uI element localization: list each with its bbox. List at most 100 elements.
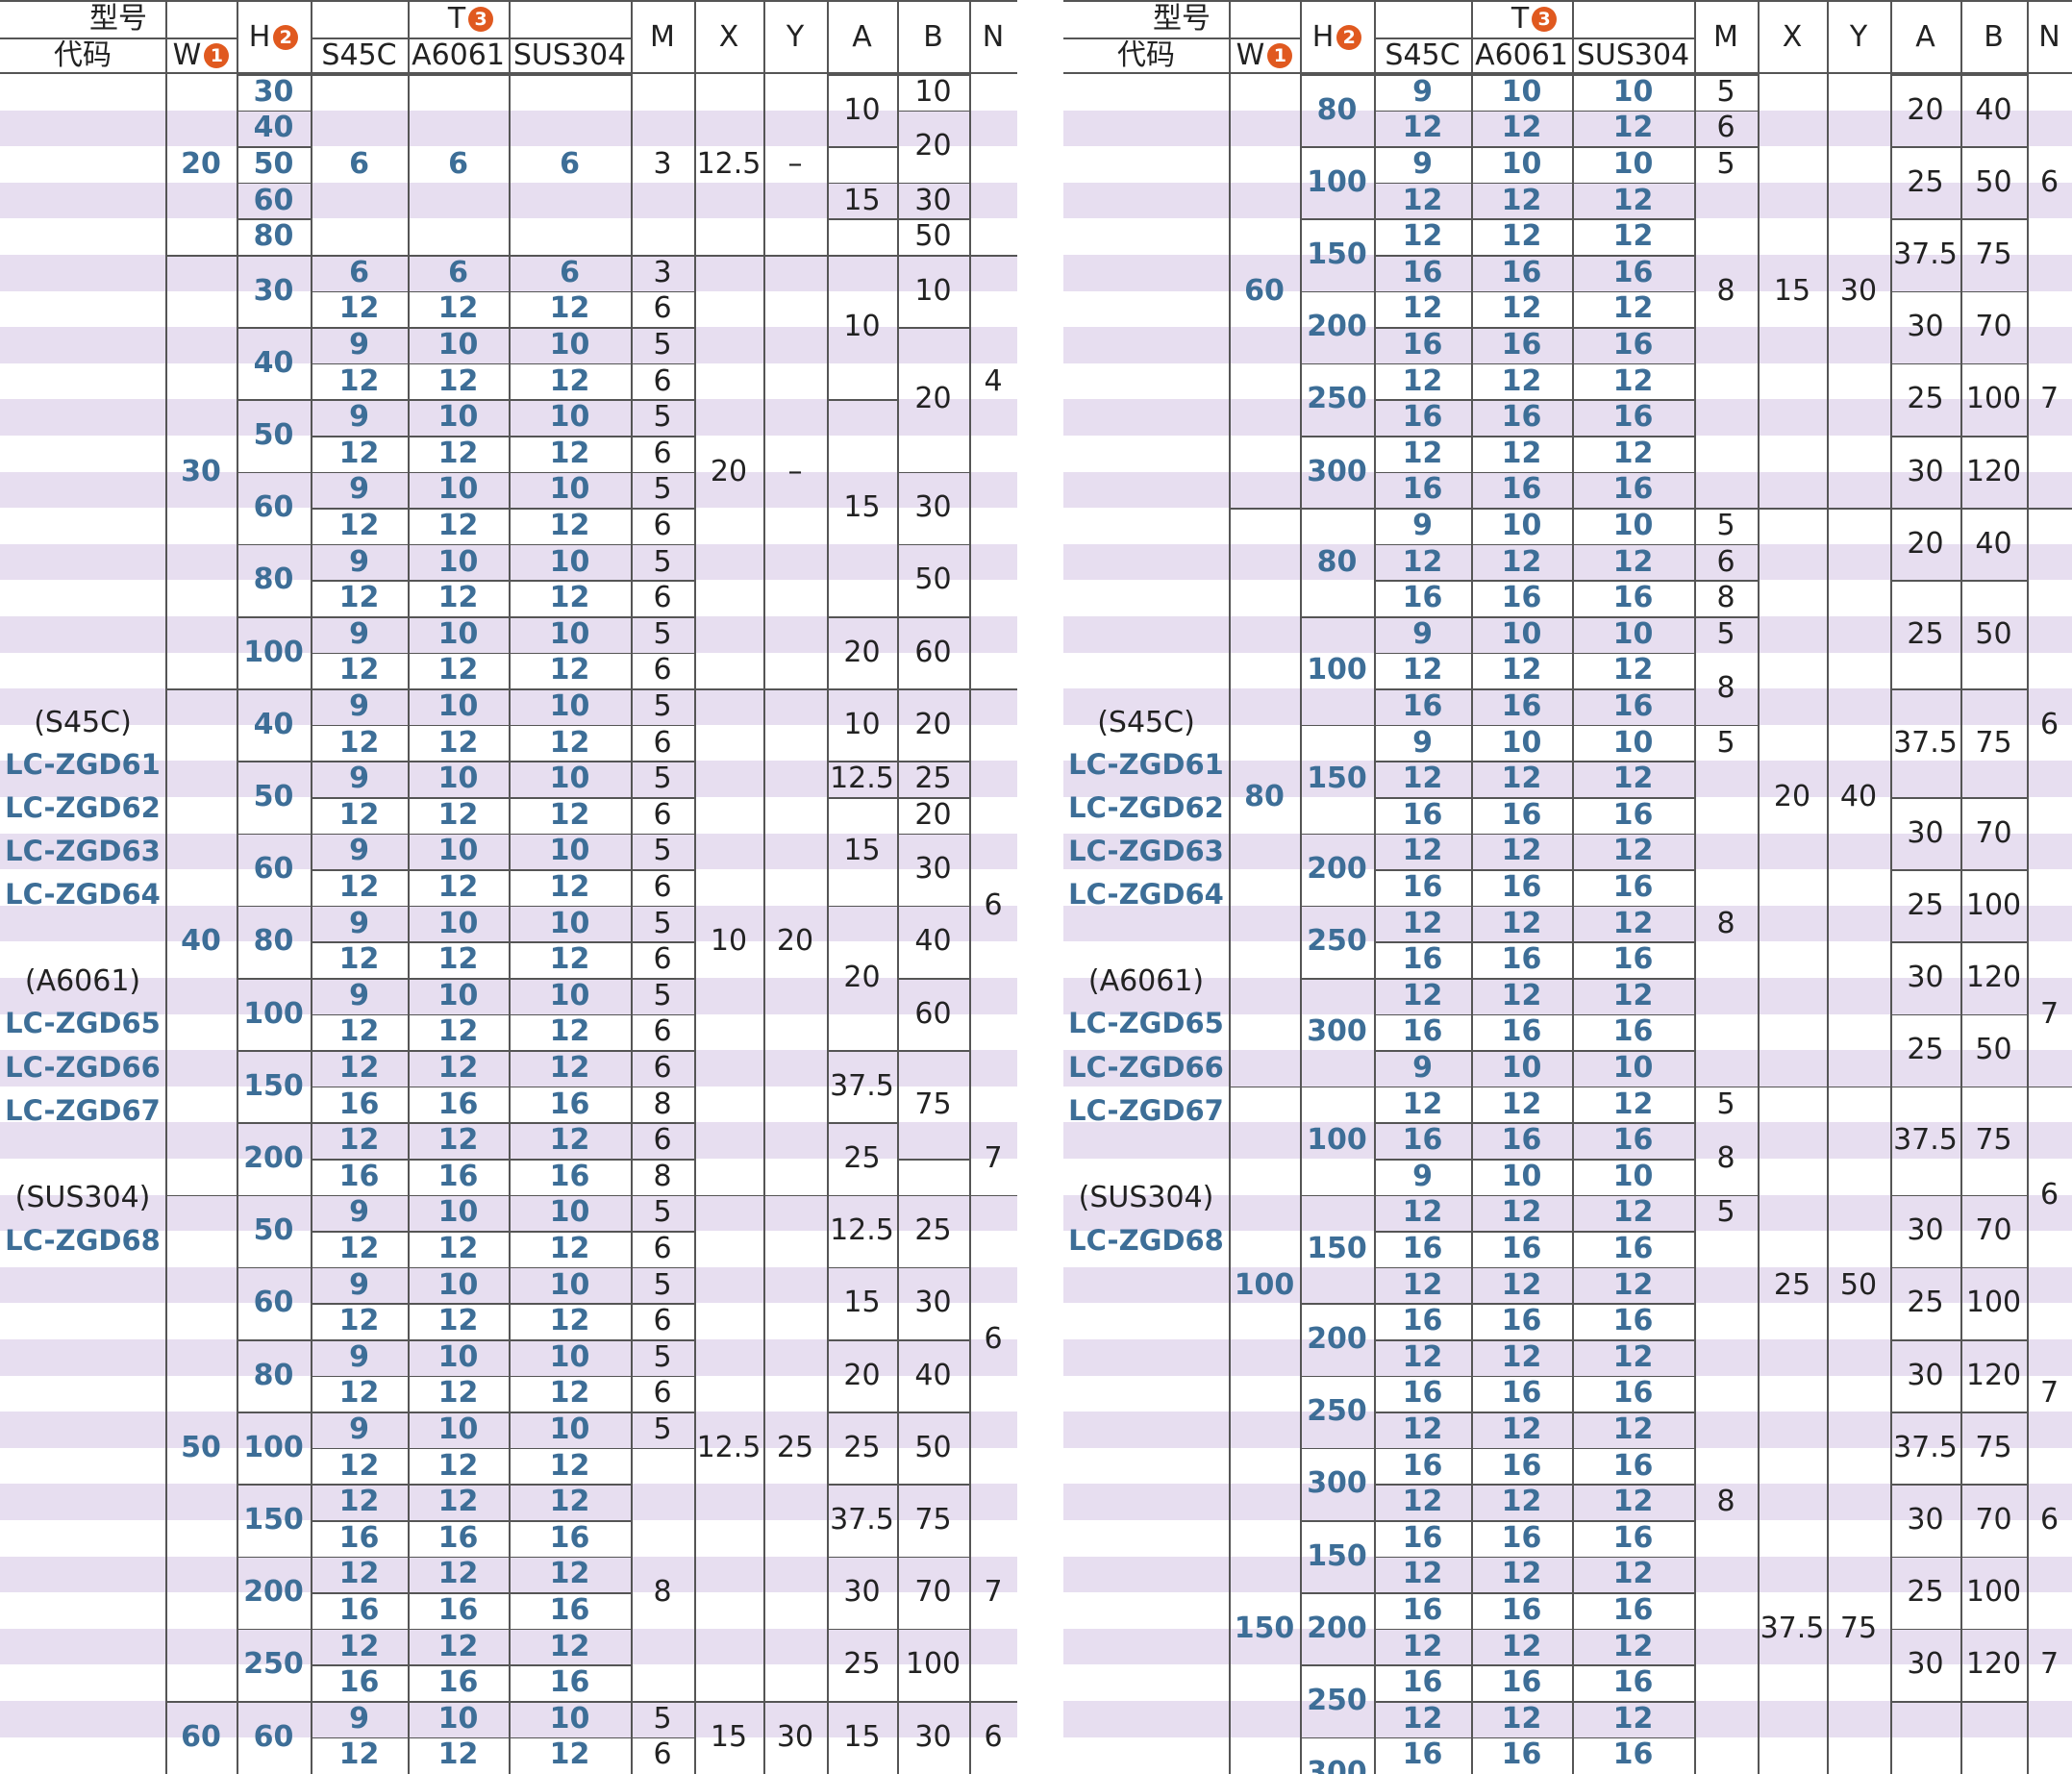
cell-rule bbox=[1374, 110, 1694, 112]
a-value: 25 bbox=[1907, 1033, 1944, 1067]
h-value: 300 bbox=[1307, 1014, 1367, 1049]
cell-rule bbox=[897, 616, 969, 618]
t-a6061-value: 12 bbox=[1501, 834, 1542, 868]
m-value: 6 bbox=[653, 363, 672, 398]
a-value: 12.5 bbox=[830, 762, 894, 796]
cell-rule bbox=[311, 1520, 631, 1522]
cell-rule bbox=[1300, 436, 1374, 437]
cell-rule bbox=[311, 1628, 631, 1631]
t-sus304-value: 12 bbox=[549, 1304, 590, 1338]
h-value: 200 bbox=[243, 1575, 304, 1610]
b-value: 25 bbox=[914, 1213, 952, 1248]
t-sus304-value: 12 bbox=[1612, 978, 1654, 1012]
cell-rule bbox=[1890, 436, 1960, 437]
m-value: 8 bbox=[1716, 906, 1735, 940]
b-value: 20 bbox=[914, 707, 952, 741]
header-h-text: H bbox=[248, 19, 271, 54]
cell-rule bbox=[237, 1122, 311, 1124]
cell-rule bbox=[311, 1122, 631, 1124]
cell-rule bbox=[1374, 978, 1694, 980]
h-value: 30 bbox=[253, 74, 294, 109]
t-sus304-value: 10 bbox=[549, 1701, 590, 1736]
b-value: 50 bbox=[1975, 1033, 2012, 1067]
t-s45c-value: 9 bbox=[349, 834, 369, 868]
a-value: 25 bbox=[843, 1140, 881, 1175]
t-a6061-value: 10 bbox=[1501, 725, 1542, 760]
a-value: 30 bbox=[1907, 1213, 1944, 1248]
h-value: 150 bbox=[243, 1068, 304, 1103]
t-a6061-value: 16 bbox=[437, 1592, 479, 1627]
cell-rule bbox=[311, 1412, 631, 1413]
h-value: 200 bbox=[1307, 1321, 1367, 1356]
a-value: 25 bbox=[1907, 887, 1944, 922]
cell-rule bbox=[311, 652, 631, 655]
cell-rule bbox=[1960, 74, 2027, 76]
header-t-s45c: S45C bbox=[311, 37, 408, 74]
t-sus304-value: 16 bbox=[549, 1520, 590, 1555]
row-stripe bbox=[1063, 1122, 2072, 1159]
t-s45c-value: 12 bbox=[338, 942, 380, 977]
model-code-label: LC-ZGD66 bbox=[5, 1051, 161, 1084]
cell-rule bbox=[1694, 1194, 1758, 1197]
m-value: 8 bbox=[1716, 671, 1735, 706]
column-rule bbox=[1758, 0, 1760, 1774]
header-code: 代码 bbox=[0, 37, 165, 74]
cell-rule bbox=[827, 1556, 897, 1559]
t-a6061-value: 6 bbox=[448, 255, 468, 289]
a-value bbox=[827, 146, 897, 183]
cell-rule bbox=[237, 1412, 311, 1413]
cell-rule bbox=[631, 399, 694, 401]
t-a6061-value: 12 bbox=[437, 581, 479, 615]
column-rule bbox=[1960, 0, 1962, 1774]
cell-rule bbox=[1960, 1701, 2027, 1703]
b-value: 70 bbox=[1975, 1213, 2012, 1248]
t-s45c-value: 12 bbox=[338, 581, 380, 615]
t-s45c-value: 16 bbox=[1402, 1520, 1443, 1555]
header-a: A bbox=[1890, 0, 1960, 74]
row-stripe bbox=[1063, 688, 2072, 725]
header-n-text: N bbox=[2038, 19, 2060, 54]
t-s45c-value: 16 bbox=[338, 1087, 380, 1121]
row-stripe bbox=[1063, 1556, 2072, 1593]
cell-rule bbox=[1890, 290, 1960, 293]
t-s45c-value: 16 bbox=[1402, 472, 1443, 507]
header-n: N bbox=[969, 0, 1017, 74]
y-value: 30 bbox=[776, 1719, 814, 1754]
t-s45c-value: 9 bbox=[349, 472, 369, 507]
cell-rule bbox=[311, 616, 631, 618]
b-value: 50 bbox=[1975, 616, 2012, 651]
cell-rule bbox=[1374, 471, 1694, 474]
cell-rule bbox=[311, 327, 631, 329]
cell-rule bbox=[1374, 1701, 1694, 1703]
header-x: X bbox=[1758, 0, 1827, 74]
column-rule bbox=[1890, 0, 1892, 1774]
b-value: 50 bbox=[914, 219, 952, 254]
cell-rule bbox=[1890, 1701, 1960, 1703]
w-value: 60 bbox=[1244, 273, 1285, 308]
cell-rule bbox=[1300, 905, 1374, 908]
header-mid-rule bbox=[1374, 37, 1694, 39]
model-code-label: (SUS304) bbox=[1078, 1181, 1214, 1214]
t-sus304-value: 16 bbox=[549, 1665, 590, 1700]
cell-rule bbox=[631, 1412, 694, 1413]
header-w-text: W bbox=[1236, 38, 1265, 72]
t-a6061-value: 10 bbox=[437, 906, 479, 940]
t-sus304-value: 10 bbox=[1612, 1159, 1654, 1193]
t-s45c-value: 12 bbox=[1402, 1087, 1443, 1121]
t-a6061-value: 6 bbox=[448, 147, 468, 181]
header-m-text: M bbox=[1713, 19, 1738, 54]
m-value: 5 bbox=[653, 327, 672, 362]
a-value: 30 bbox=[1907, 1358, 1944, 1392]
cell-rule bbox=[1374, 146, 1694, 148]
cell-rule bbox=[631, 362, 694, 365]
a-value: 37.5 bbox=[830, 1502, 894, 1537]
cell-rule bbox=[631, 471, 694, 474]
t-a6061-value: 12 bbox=[1501, 1701, 1542, 1736]
cell-rule bbox=[1694, 146, 1758, 148]
n-value: 7 bbox=[2039, 1647, 2060, 1682]
m-value: 6 bbox=[653, 508, 672, 542]
cell-rule bbox=[1890, 941, 1960, 943]
t-sus304-value: 12 bbox=[1612, 1087, 1654, 1121]
